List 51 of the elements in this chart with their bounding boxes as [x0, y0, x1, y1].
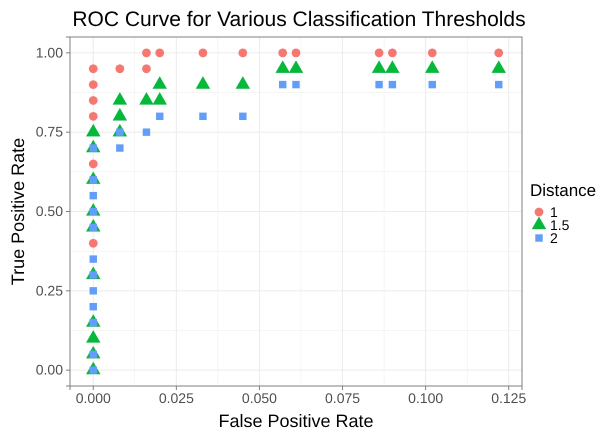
- point: [156, 112, 164, 120]
- point: [90, 255, 97, 263]
- point: [494, 48, 504, 58]
- point: [495, 80, 502, 88]
- point: [428, 48, 437, 58]
- point: [292, 80, 300, 88]
- x-tick-label: 0.125: [491, 390, 526, 406]
- point: [90, 287, 97, 295]
- x-tick-label: 0.075: [325, 390, 360, 406]
- point: [278, 48, 288, 58]
- point: [88, 96, 98, 105]
- point: [116, 144, 124, 152]
- point: [115, 64, 124, 74]
- point: [88, 64, 98, 74]
- y-axis-title: True Positive Rate: [8, 138, 28, 286]
- point: [155, 48, 164, 58]
- x-tick-label: 0.000: [76, 390, 111, 406]
- point: [90, 192, 97, 200]
- x-tick-label: 0.050: [242, 390, 278, 406]
- point: [198, 48, 208, 58]
- x-tick-label: 0.025: [158, 390, 194, 406]
- point: [279, 80, 286, 88]
- y-tick-label: 1.00: [36, 44, 64, 60]
- point: [142, 64, 151, 74]
- y-tick-label: 0.00: [36, 362, 64, 378]
- point: [374, 48, 384, 58]
- point: [388, 80, 396, 88]
- legend-label: 1: [550, 204, 558, 220]
- legend-label: 1.5: [550, 217, 570, 233]
- y-tick-label: 0.75: [36, 124, 64, 140]
- point: [142, 128, 150, 136]
- point: [88, 160, 98, 168]
- x-axis-title: False Positive Rate: [218, 411, 374, 431]
- point: [239, 112, 247, 120]
- point: [142, 48, 151, 58]
- y-tick-label: 0.50: [36, 202, 64, 219]
- chart-title: ROC Curve for Various Classification Thresholds: [72, 8, 526, 31]
- y-tick-label: 0.25: [36, 282, 64, 298]
- point: [238, 48, 248, 58]
- point: [375, 80, 383, 88]
- legend-title: Distance: [530, 181, 596, 200]
- point: [90, 302, 97, 310]
- point: [428, 80, 436, 88]
- point: [388, 48, 397, 58]
- point: [88, 112, 98, 121]
- point: [88, 238, 98, 248]
- legend-label: 2: [550, 230, 558, 246]
- point: [292, 48, 300, 58]
- x-tick-label: 0.100: [408, 390, 444, 406]
- point: [199, 112, 207, 120]
- point: [88, 80, 98, 89]
